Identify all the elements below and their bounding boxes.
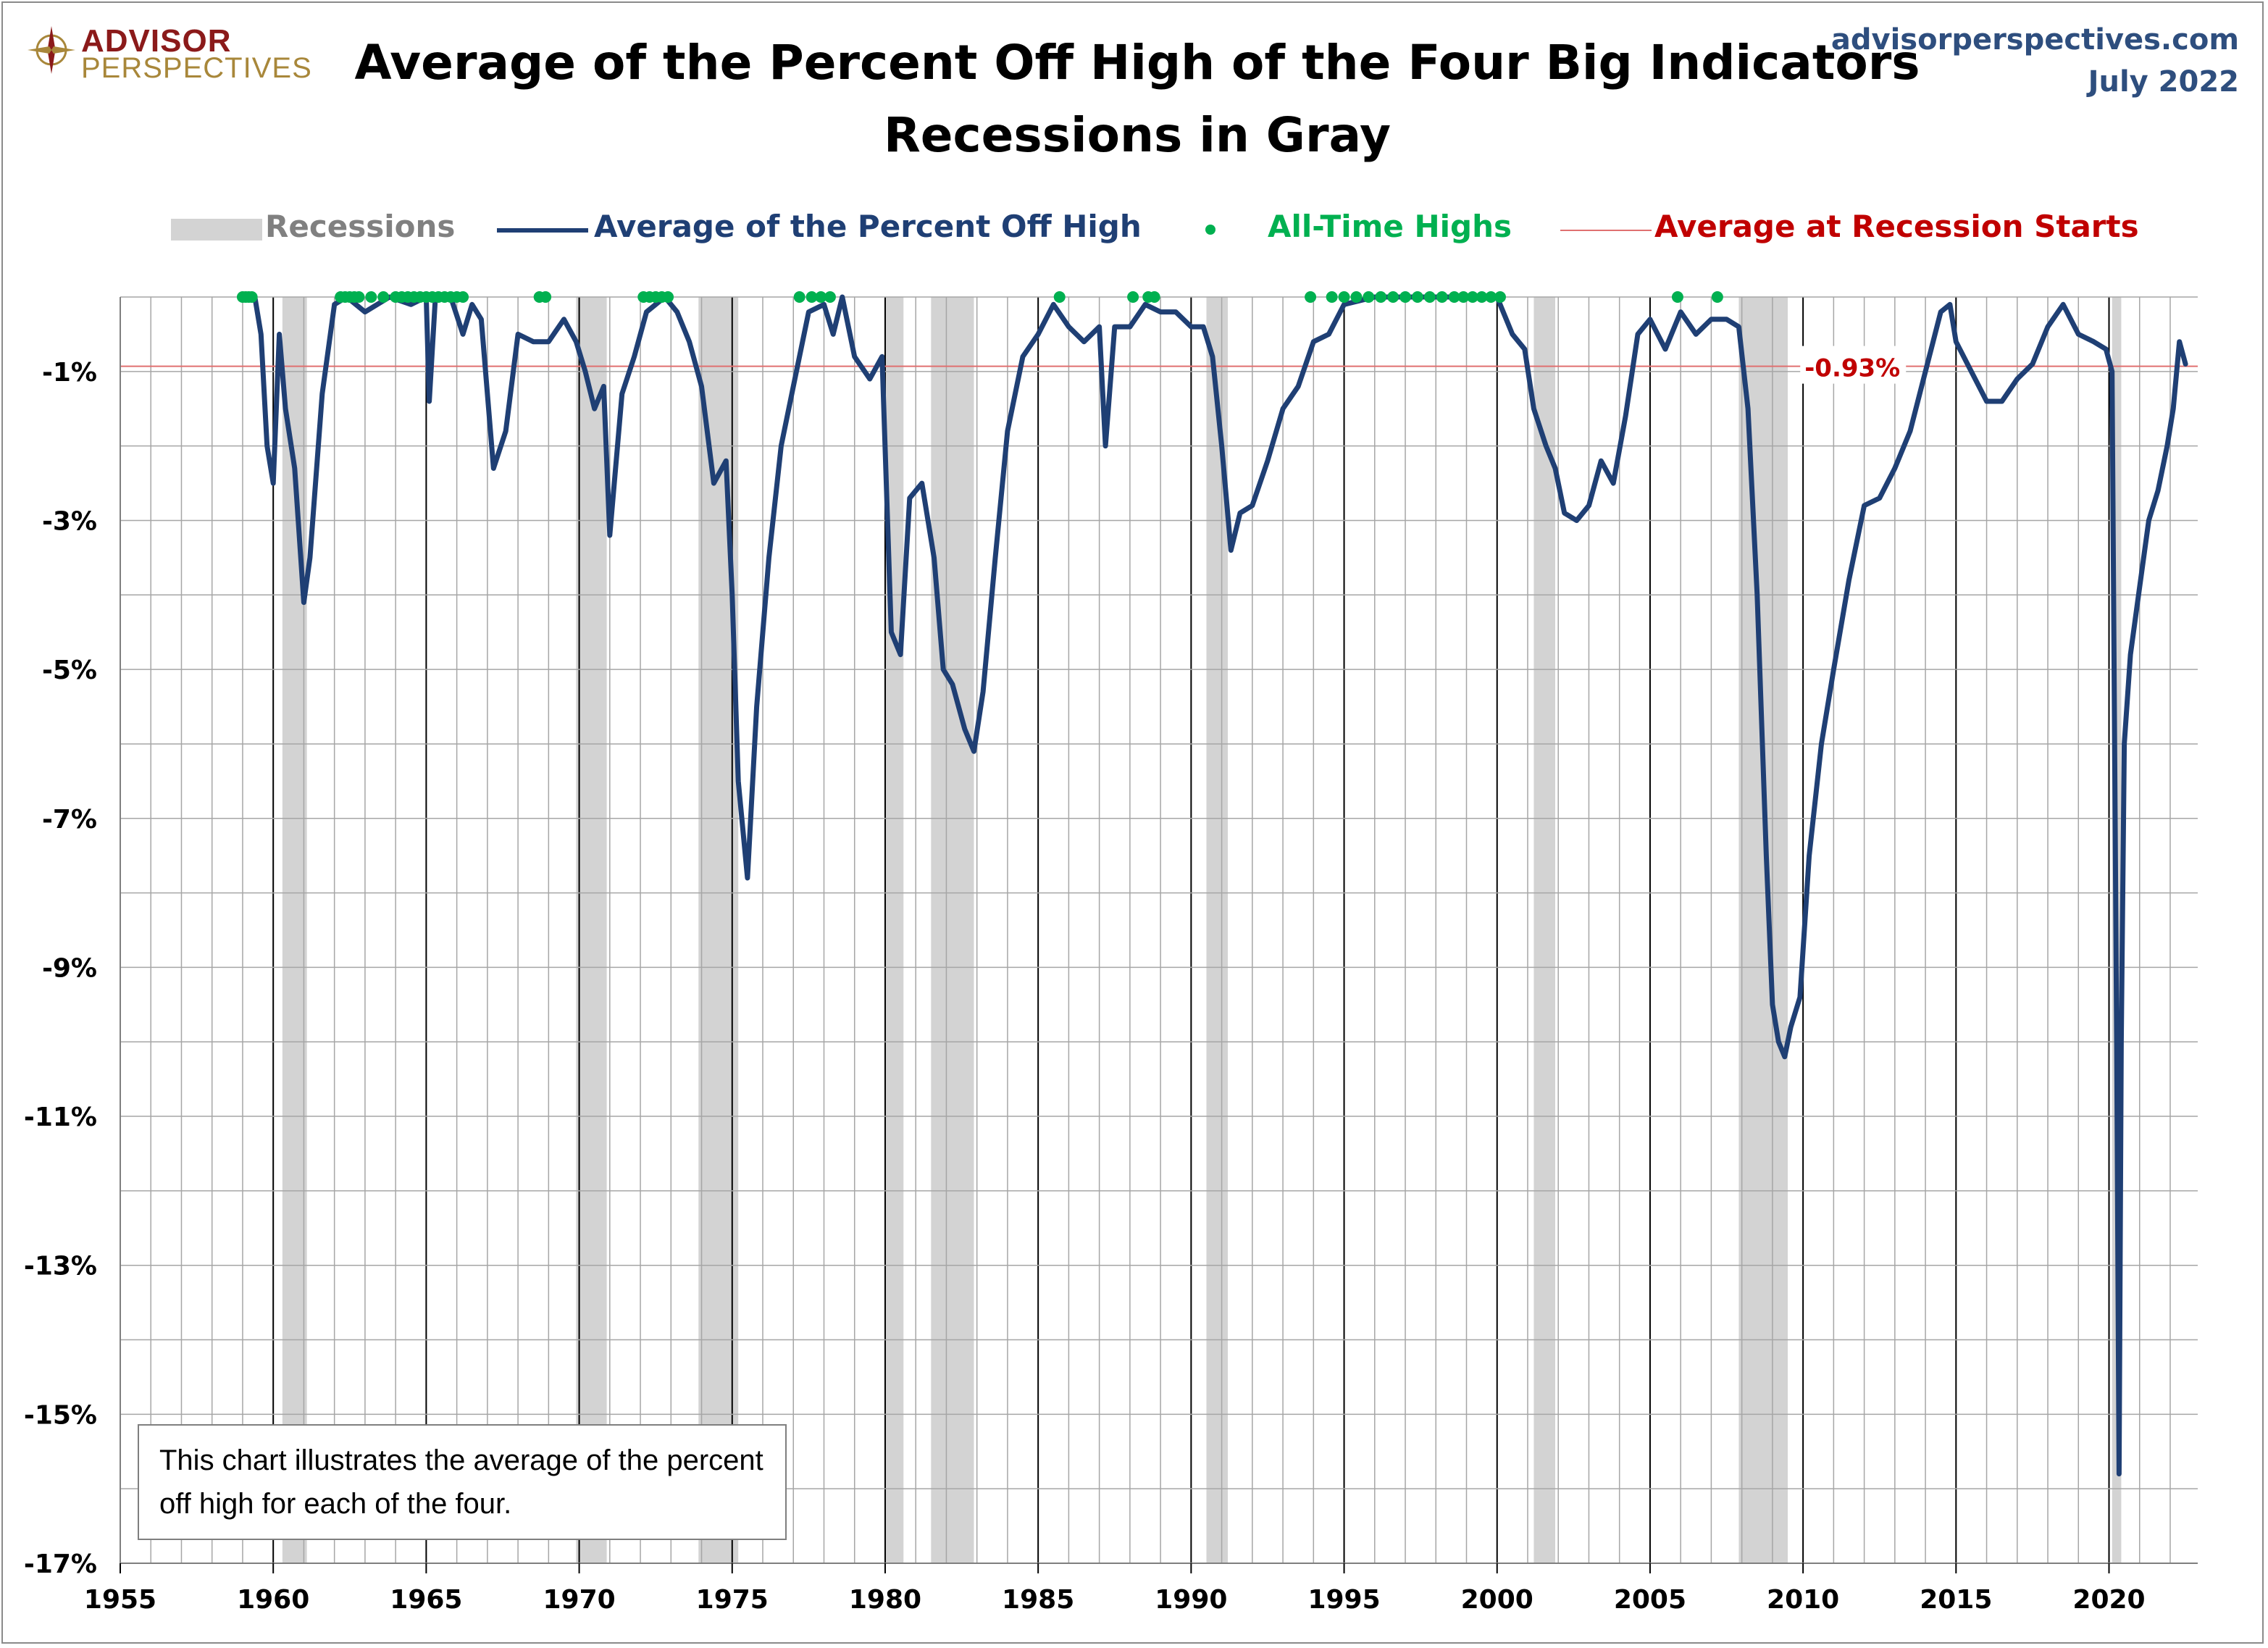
legend-highs-swatch — [1205, 225, 1215, 235]
y-tick-label: -17% — [24, 1549, 97, 1579]
compass-rose-icon — [28, 26, 75, 74]
note-box: This chart illustrates the average of th… — [138, 1424, 787, 1540]
y-tick-label: -15% — [24, 1400, 97, 1430]
all-time-high-point — [1436, 291, 1448, 303]
y-tick-label: -13% — [24, 1252, 97, 1281]
all-time-high-point — [1127, 291, 1139, 303]
legend-highs-label: All-Time Highs — [1268, 209, 1512, 244]
all-time-high-point — [1411, 291, 1423, 303]
advisor-perspectives-logo: ADVISOR PERSPECTIVES — [26, 22, 330, 87]
chart-subtitle: Recessions in Gray — [883, 107, 1392, 163]
recession-band-4 — [931, 297, 974, 1563]
recession-band-7 — [1738, 297, 1788, 1563]
all-time-high-point — [1457, 291, 1470, 303]
all-time-high-point — [815, 291, 827, 303]
all-time-high-point — [540, 291, 552, 303]
all-time-high-point — [1423, 291, 1436, 303]
all-time-high-point — [457, 291, 469, 303]
x-tick-label: 2000 — [1461, 1585, 1533, 1615]
all-time-high-point — [1466, 291, 1478, 303]
all-time-high-point — [1350, 291, 1363, 303]
logo-text-top: ADVISOR — [81, 23, 232, 59]
legend-average-swatch — [497, 228, 588, 233]
legend-average-label: Average of the Percent Off High — [594, 209, 1142, 244]
average-recession-start-label: -0.93% — [1804, 354, 1900, 383]
all-time-high-point — [1305, 291, 1317, 303]
all-time-high-point — [1375, 291, 1387, 303]
x-tick-label: 1965 — [390, 1585, 462, 1615]
all-time-high-point — [1326, 291, 1338, 303]
all-time-high-point — [1363, 291, 1375, 303]
y-tick-label: -5% — [42, 656, 97, 685]
all-time-high-point — [1485, 291, 1497, 303]
all-time-high-point — [1448, 291, 1460, 303]
all-time-high-point — [353, 291, 365, 303]
all-time-high-point — [377, 291, 390, 303]
x-tick-label: 1975 — [696, 1585, 769, 1615]
site-url[interactable]: advisorperspectives.com — [1830, 23, 2239, 57]
x-tick-label: 2010 — [1767, 1585, 1839, 1615]
average-label-background — [1800, 346, 1907, 384]
recession-band-0 — [282, 297, 307, 1563]
all-time-high-point — [1387, 291, 1399, 303]
all-time-high-point — [805, 291, 818, 303]
x-tick-label: 1985 — [1002, 1585, 1074, 1615]
all-time-high-point — [1476, 291, 1488, 303]
all-time-high-point — [1711, 291, 1723, 303]
all-time-high-point — [1494, 291, 1506, 303]
recession-band-5 — [1206, 297, 1229, 1563]
all-time-high-point — [1399, 291, 1412, 303]
legend: Recessions Average of the Percent Off Hi… — [0, 207, 2268, 251]
source-block: advisorperspectives.com July 2022 — [1831, 19, 2239, 103]
legend-avg-recession-label: Average at Recession Starts — [1654, 209, 2139, 244]
x-tick-label: 1955 — [84, 1585, 156, 1615]
publish-date: July 2022 — [2088, 65, 2239, 99]
x-tick-label: 2020 — [2072, 1585, 2145, 1615]
x-tick-label: 1995 — [1307, 1585, 1380, 1615]
logo-text-bottom: PERSPECTIVES — [81, 52, 312, 84]
x-tick-label: 2005 — [1614, 1585, 1686, 1615]
recession-band-1 — [576, 297, 607, 1563]
all-time-high-point — [1053, 291, 1066, 303]
y-tick-label: -1% — [42, 358, 97, 388]
recession-band-6 — [1533, 297, 1555, 1563]
x-tick-label: 1960 — [237, 1585, 309, 1615]
legend-recession-swatch — [171, 219, 262, 240]
all-time-high-point — [1671, 291, 1683, 303]
series-line-average-percent-off-high — [240, 294, 2188, 1477]
x-tick-label: 2015 — [1920, 1585, 1992, 1615]
x-tick-label: 1970 — [543, 1585, 615, 1615]
all-time-high-point — [1338, 291, 1350, 303]
chart-title: Average of the Percent Off High of the F… — [354, 35, 1920, 91]
y-tick-label: -9% — [42, 953, 97, 983]
y-tick-label: -3% — [42, 506, 97, 536]
y-tick-label: -7% — [42, 805, 97, 835]
legend-avg-recession-swatch — [1560, 230, 1652, 231]
all-time-high-point — [1148, 291, 1160, 303]
all-time-high-point — [824, 291, 836, 303]
all-time-high-point — [365, 291, 377, 303]
x-tick-label: 1980 — [849, 1585, 921, 1615]
y-tick-label: -11% — [24, 1103, 97, 1132]
legend-recessions-label: Recessions — [265, 209, 456, 244]
all-time-high-point — [793, 291, 805, 303]
all-time-high-point — [246, 291, 258, 303]
all-time-high-point — [662, 291, 674, 303]
x-tick-label: 1990 — [1155, 1585, 1227, 1615]
